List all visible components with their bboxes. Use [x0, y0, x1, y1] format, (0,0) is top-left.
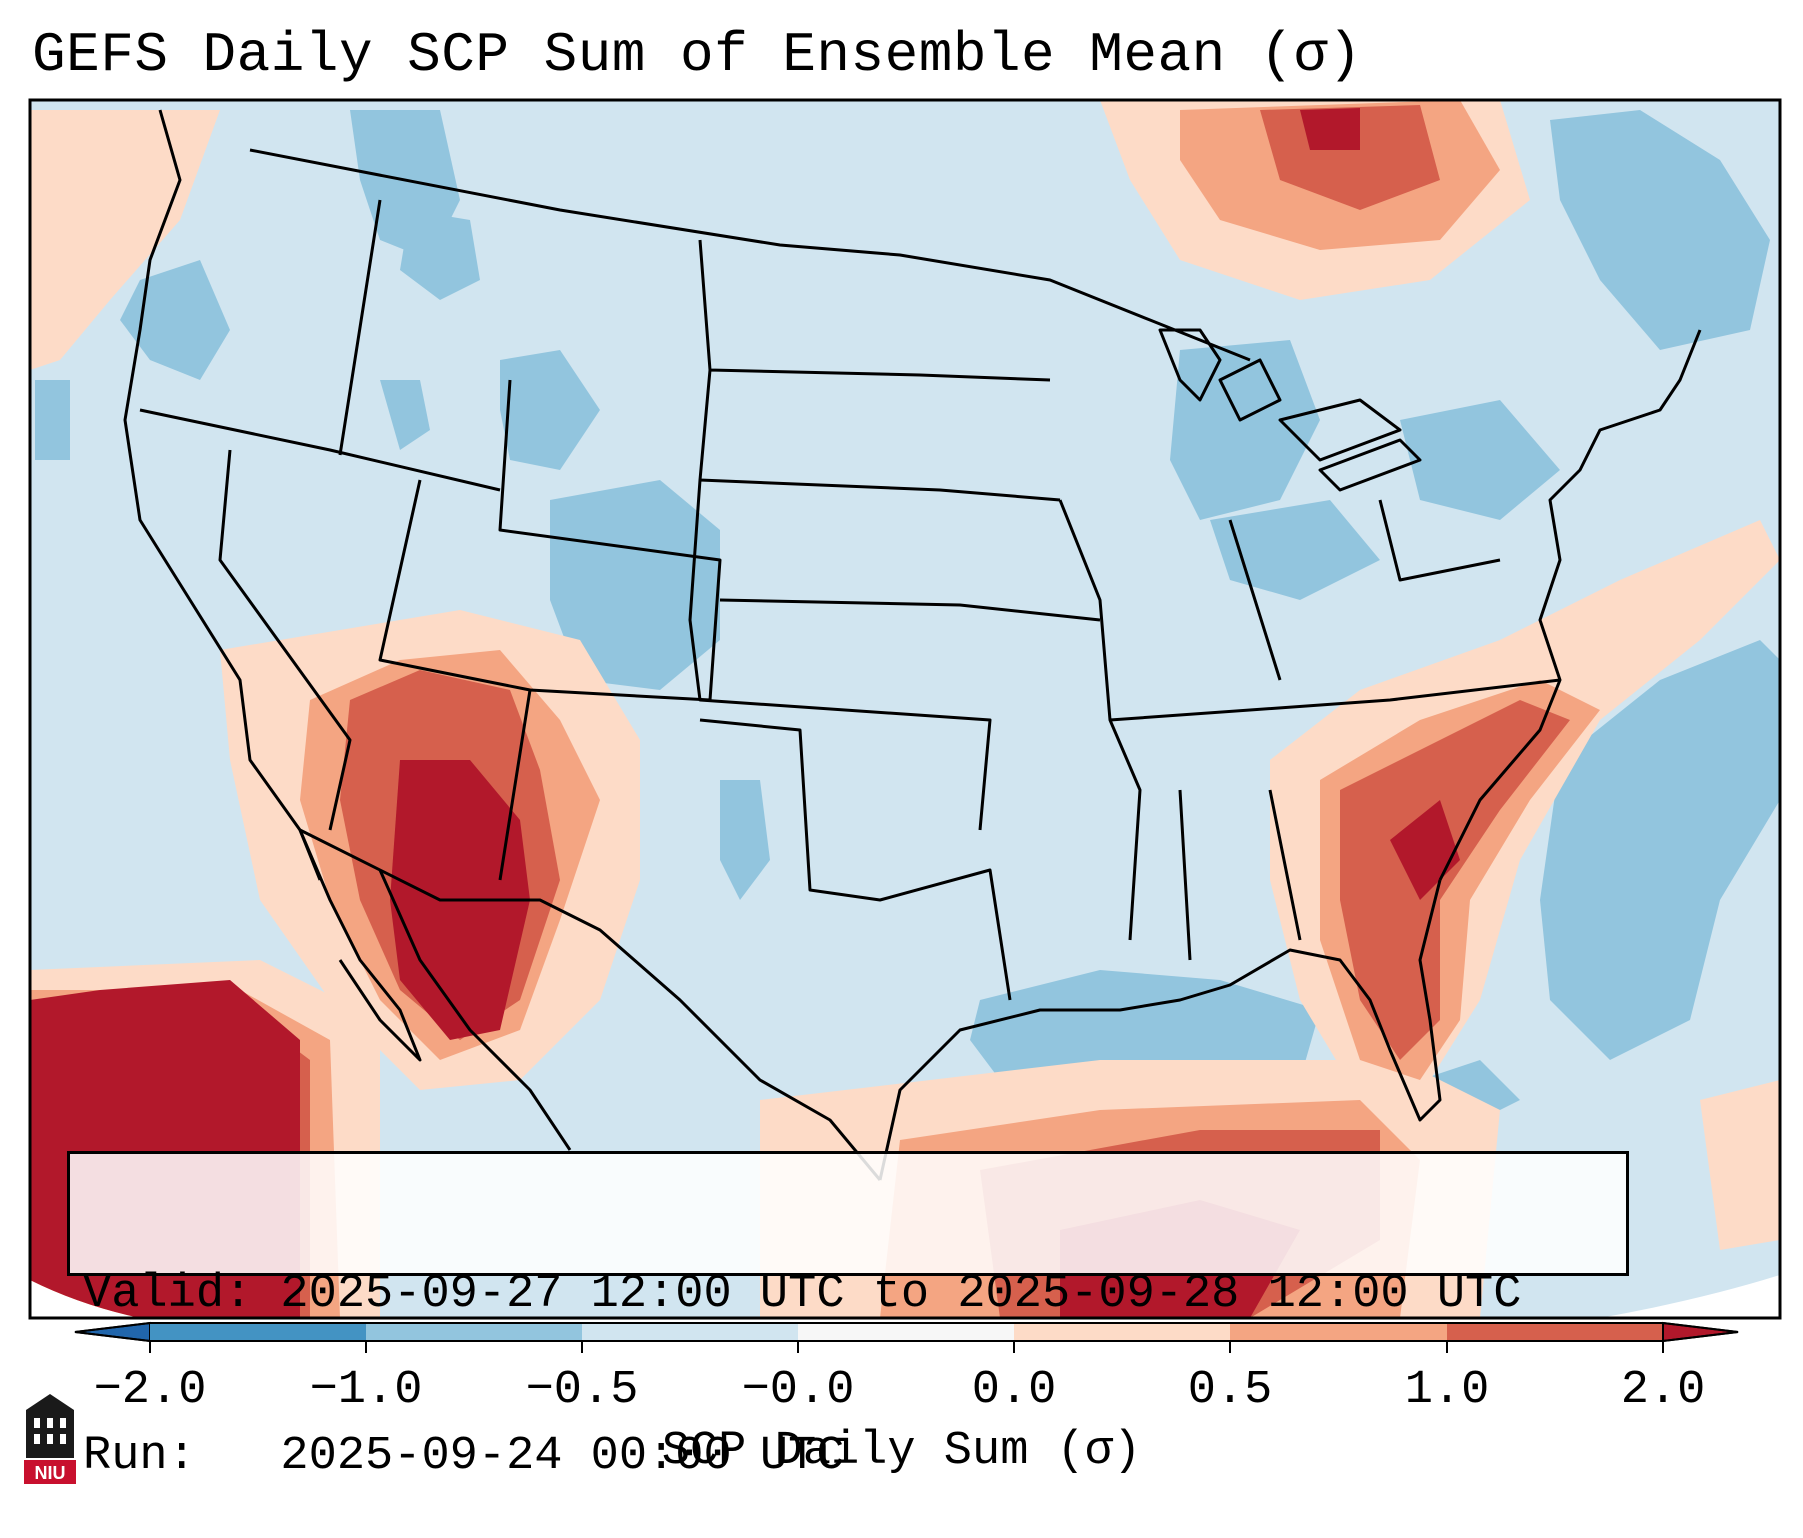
us-mexico-border [299, 828, 882, 1181]
negative-anomaly-areas [35, 110, 1780, 1130]
neg-area-montana [400, 210, 480, 300]
state-lines-west [139, 199, 722, 881]
logo-banner [24, 1460, 76, 1484]
scp-map [28, 98, 1782, 1353]
niu-logo: NIU [24, 1394, 76, 1484]
atlantic-coast [1438, 329, 1702, 881]
anomaly-field [30, 100, 1780, 1318]
colorbar-tick-label: −2.0 [93, 1364, 207, 1417]
slight-area-atlantic-east [1700, 1080, 1780, 1250]
high-area-canada [1300, 108, 1360, 150]
neg-area-wyoming [500, 350, 600, 470]
state-lines-east [1058, 499, 1561, 961]
colorbar-bin [366, 1323, 582, 1341]
great-lakes [1158, 328, 1422, 492]
neg-area-utah [380, 380, 430, 450]
colorbar-tick-label: −1.0 [309, 1364, 423, 1417]
colorbar-bin [582, 1323, 798, 1341]
slight-area-pacific [30, 110, 220, 370]
colorbar-bin [1230, 1323, 1447, 1341]
mexico-west-coast [378, 869, 572, 1151]
colorbar-extend-high [1662, 1321, 1739, 1343]
colorbar-tick-label: 0.5 [1187, 1364, 1273, 1417]
moderate-area-southeast [1340, 700, 1570, 1060]
boundaries [123, 109, 1702, 1181]
colorbar-tick-label: −0.5 [525, 1364, 639, 1417]
neg-area-atlantic [1540, 640, 1780, 1060]
colorbar-tick-label: 2.0 [1620, 1364, 1706, 1417]
map-frame [28, 98, 1782, 1320]
gulf-coast [878, 879, 1442, 1181]
state-lines-plains [688, 239, 1101, 1001]
map-title: GEFS Daily SCP Sum of Ensemble Mean (σ) [32, 23, 1363, 87]
colorbar-tick-label: −0.0 [741, 1364, 855, 1417]
neg-area-west-tx [720, 780, 770, 900]
neg-area-new-england [1550, 110, 1770, 350]
validity-info-box: Valid: 2025-09-27 12:00 UTC to 2025-09-2… [67, 1151, 1629, 1483]
colorbar [74, 1321, 1739, 1353]
baja-coast [298, 829, 422, 1062]
neg-area-pacific-nw [120, 260, 230, 380]
colorbar-bin [150, 1323, 366, 1341]
us-west-coast [123, 109, 322, 881]
colorbar-bin [1014, 1323, 1230, 1341]
valid-time-text: Valid: 2025-09-27 12:00 UTC to 2025-09-2… [83, 1268, 1522, 1321]
colorbar-tick-label: 1.0 [1404, 1364, 1490, 1417]
neg-area-ca [35, 380, 70, 460]
neg-area-colorado [550, 480, 720, 690]
colorbar-tick-label: 0.0 [971, 1364, 1057, 1417]
colorbar-bin [1447, 1323, 1663, 1341]
canada-us-border [249, 148, 1251, 362]
moderate-area-canada [1260, 105, 1440, 210]
colorbar-label: SCP Daily Sum (σ) [661, 1425, 1142, 1478]
run-time-text: Run: 2025-09-24 00:00 UTC [83, 1430, 845, 1483]
neg-area-pa [1400, 400, 1560, 520]
logo-text: NIU [35, 1463, 66, 1483]
neg-area-ohio [1210, 500, 1380, 600]
colorbar-bin [798, 1323, 1014, 1341]
